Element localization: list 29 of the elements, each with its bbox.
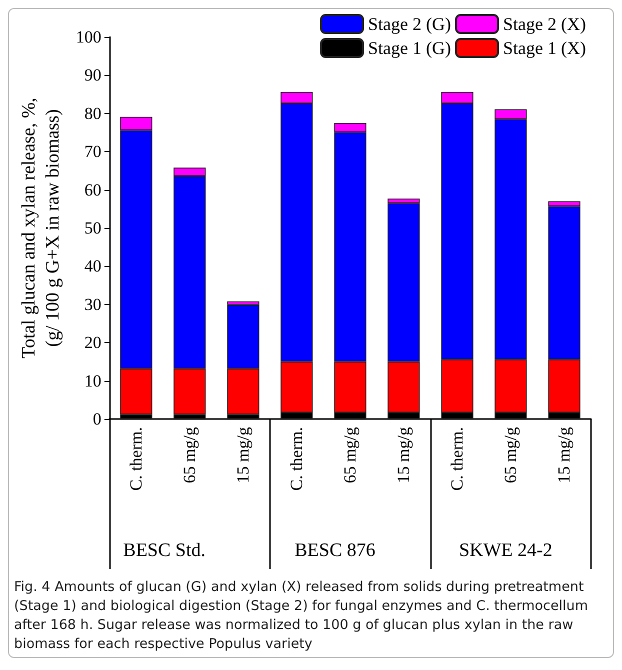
x-tick-label: 65 mg/g: [340, 426, 360, 484]
y-tick-label: 0: [92, 410, 102, 428]
text: BESC 876: [294, 540, 376, 561]
x-tick-label: 65 mg/g: [501, 426, 520, 484]
x-tick-label: C. therm.: [448, 427, 467, 491]
legend-label: Stage 1 (G): [368, 38, 452, 58]
x-tick-label: 15 mg/g: [554, 426, 574, 484]
legend-label: Stage 1 (X): [503, 38, 586, 58]
y-tick-label: 60: [84, 180, 102, 200]
text: SKWE 24-2: [458, 540, 552, 561]
y-tick-label: 80: [84, 104, 102, 123]
y-tick-label: 50: [84, 218, 102, 238]
y-tick-label: 30: [84, 294, 102, 314]
y-tick-label: 70: [84, 142, 102, 162]
x-tick-label: 15 mg/g: [234, 426, 253, 484]
legend-label: Stage 2 (G): [368, 14, 452, 34]
y-axis-title: Total glucan and xylan release, %, (g/ 100 g G+X in raw biomass): [18, 98, 64, 358]
caption: Fig. 4 Amounts of glucan (G) and xylan (X) released from solids during pretreatment (Stage 1) and biological digestion (Stage 2) for fungal enzymes and C. thermocellum after 168 h. Sugar release was normalized to 100 g of glucan plus xylan in the raw biomass for each respective Populus variety: [14, 578, 589, 654]
x-tick-label: 65 mg/g: [180, 426, 200, 484]
y-tick-label: 90: [84, 66, 102, 85]
legend-label: Stage 2 (X): [503, 14, 586, 34]
x-tick-label: C. therm.: [126, 427, 146, 491]
y-tick-label: 10: [84, 371, 102, 390]
y-tick-label: 20: [84, 333, 102, 352]
y-tick-label: 100: [76, 28, 102, 46]
x-tick-label: C. therm.: [287, 427, 306, 491]
x-tick-label: 15 mg/g: [394, 426, 414, 484]
text: BESC Std.: [123, 540, 206, 561]
y-tick-label: 40: [84, 256, 102, 276]
